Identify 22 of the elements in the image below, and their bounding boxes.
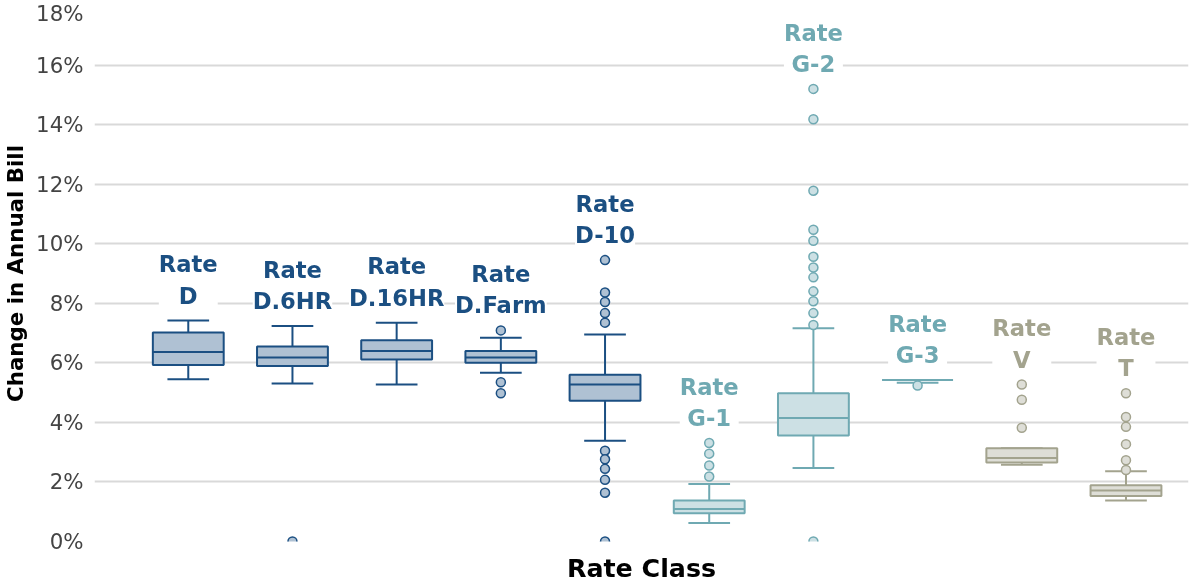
y-tick-label: 8% — [49, 290, 84, 316]
x-tick-label: Rate D.16HR — [348, 253, 445, 311]
x-tick-label: Rate D-10 — [574, 190, 636, 249]
y-tick-label: 0% — [49, 529, 84, 554]
x-axis-title: Rate Class — [566, 552, 717, 583]
y-tick-label: 4% — [49, 409, 84, 435]
x-tick-label: Rate D — [158, 251, 218, 309]
y-tick-label: 14% — [36, 112, 84, 138]
y-tick-label: 6% — [49, 350, 84, 376]
y-tick-label: 18% — [36, 0, 84, 26]
y-tick-label: 16% — [36, 52, 84, 78]
y-axis-title: Change in Annual Bill — [3, 145, 29, 402]
x-tick-label: Rate G-3 — [888, 310, 948, 369]
x-tick-label: Rate D.Farm — [455, 261, 547, 319]
x-tick-label: Rate G-2 — [783, 19, 843, 77]
y-tick-label: 12% — [36, 171, 84, 197]
x-tick-label: Rate G-1 — [679, 373, 739, 431]
x-tick-label: Rate D.6HR — [252, 256, 333, 314]
y-tick-label: 10% — [36, 231, 84, 257]
y-tick-label: 2% — [49, 469, 84, 495]
x-tick-label: Rate V — [992, 315, 1052, 373]
x-tick-label: Rate T — [1096, 324, 1156, 382]
